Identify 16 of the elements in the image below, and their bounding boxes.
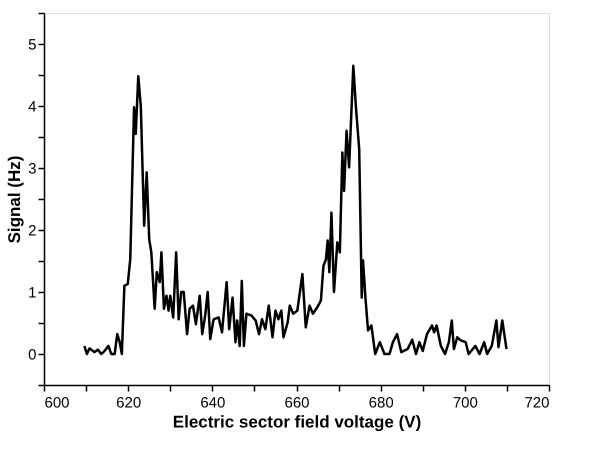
- y-tick-label: 3: [28, 160, 36, 178]
- x-tick-label: 600: [44, 394, 70, 412]
- y-tick-label: 4: [28, 98, 36, 116]
- y-tick-label: 1: [28, 284, 36, 302]
- y-tick-label: 0: [28, 346, 36, 364]
- x-tick-label: 700: [452, 394, 478, 412]
- y-tick-label: 5: [28, 36, 36, 54]
- x-tick-label: 620: [116, 394, 142, 412]
- y-axis-title: Signal (Hz): [5, 156, 24, 244]
- line-series: [83, 64, 508, 356]
- y-tick-label: 2: [28, 222, 36, 240]
- x-tick-label: 640: [200, 394, 226, 412]
- x-tick-label: 660: [284, 394, 310, 412]
- x-tick-label: 680: [368, 394, 394, 412]
- x-axis-title: Electric sector field voltage (V): [172, 412, 422, 432]
- x-tick-label: 720: [524, 394, 550, 412]
